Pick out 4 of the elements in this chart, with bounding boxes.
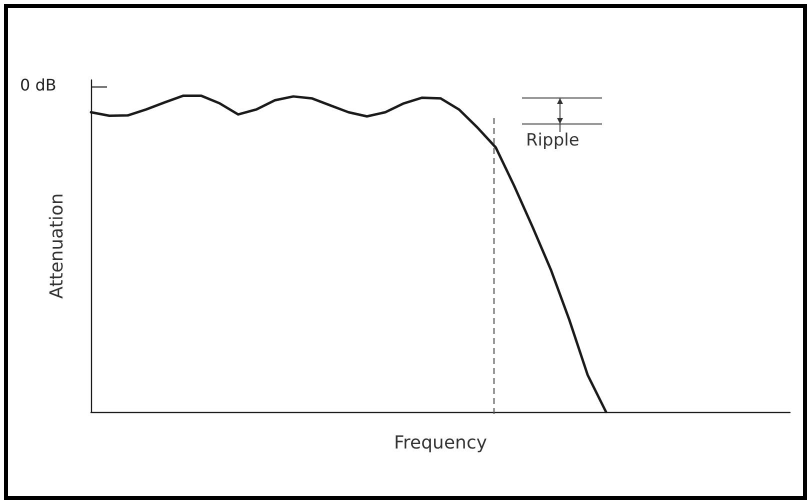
text: 0 dB	[20, 76, 56, 94]
x-axis-title: Frequency	[394, 432, 488, 454]
annotation: Ripple	[526, 130, 580, 150]
y-axis-title: Attenuation	[46, 193, 68, 299]
